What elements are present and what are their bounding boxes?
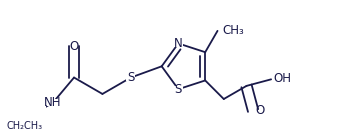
Text: OH: OH: [273, 72, 291, 85]
FancyBboxPatch shape: [174, 40, 183, 47]
FancyBboxPatch shape: [126, 74, 135, 81]
Text: CH₂CH₃: CH₂CH₃: [6, 121, 42, 131]
Text: N: N: [174, 37, 183, 50]
Text: O: O: [69, 40, 79, 53]
Text: NH: NH: [44, 96, 62, 109]
Text: CH₃: CH₃: [223, 24, 245, 37]
Text: S: S: [127, 71, 135, 84]
Text: S: S: [175, 83, 182, 96]
FancyBboxPatch shape: [47, 99, 59, 106]
FancyBboxPatch shape: [174, 86, 183, 93]
Text: O: O: [255, 104, 264, 117]
FancyBboxPatch shape: [70, 43, 78, 50]
